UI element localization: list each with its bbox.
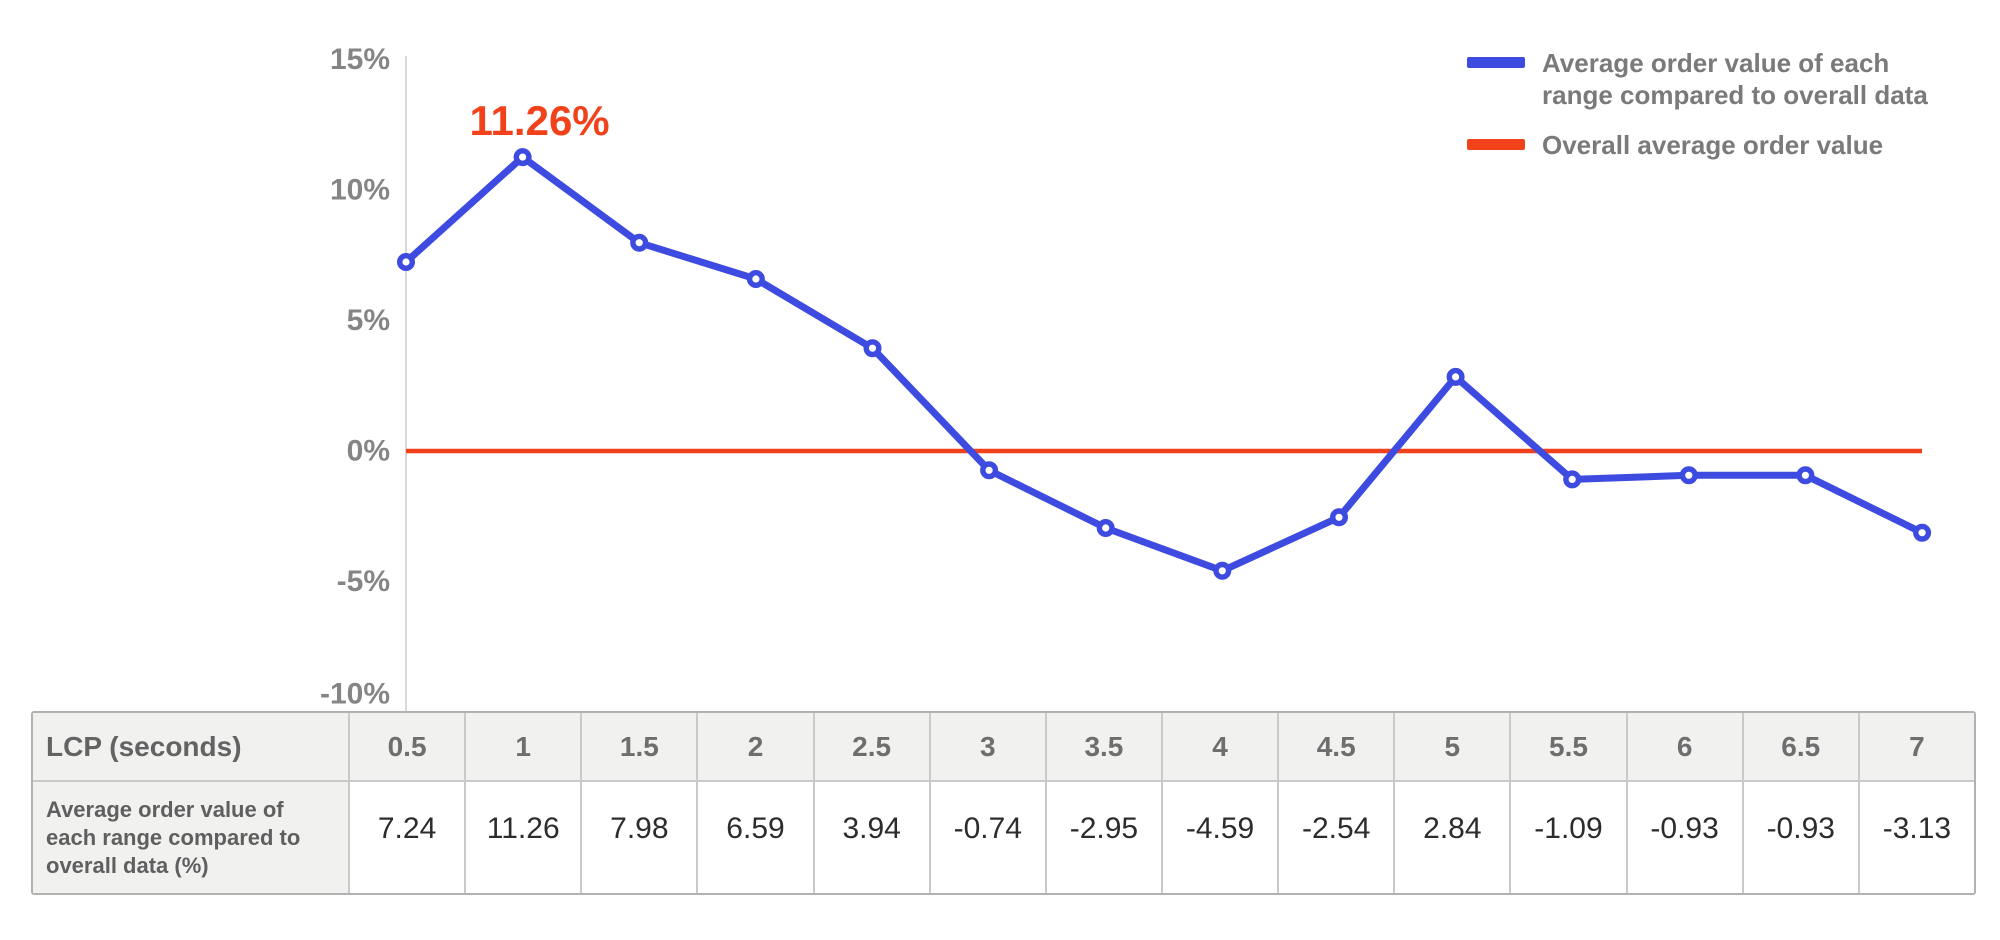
legend-item-overall-average: Overall average order value — [1467, 129, 1954, 161]
table-body-row: Average order value of each range compar… — [33, 782, 1974, 893]
legend-swatch-red — [1467, 139, 1525, 150]
data-point-marker — [980, 461, 999, 480]
table-value-cell: -2.54 — [1279, 782, 1396, 893]
table-value-cell: 3.94 — [815, 782, 931, 893]
data-point-marker — [1446, 367, 1465, 386]
y-tick-label: -5% — [337, 565, 390, 598]
lcp-data-table: LCP (seconds) 0.5 1 1.5 2 2.5 3 3.5 4 4.5 5 5.5 6 6.… — [31, 711, 1976, 895]
chart-legend: Average order value of each range compar… — [1467, 47, 1954, 161]
table-value-cell: -1.09 — [1511, 782, 1628, 893]
table-value-cell: -0.93 — [1628, 782, 1744, 893]
table-header-cell: 0.5 — [350, 713, 467, 780]
data-point-marker — [630, 233, 649, 252]
table-header-cell: 6 — [1628, 713, 1744, 780]
legend-swatch-blue — [1467, 57, 1525, 68]
table-value-cell: -0.74 — [931, 782, 1047, 893]
table-header-cell: 1.5 — [582, 713, 699, 780]
data-point-marker — [1679, 466, 1698, 485]
data-point-marker — [513, 148, 532, 167]
table-header-cell: 5.5 — [1511, 713, 1628, 780]
y-tick-label: 5% — [347, 304, 390, 337]
table-header-cell: 4.5 — [1279, 713, 1396, 780]
table-header-cell: 2.5 — [815, 713, 931, 780]
data-point-marker — [1213, 561, 1232, 580]
legend-item-aov-range: Average order value of each range compar… — [1467, 47, 1954, 111]
y-tick-label: 0% — [347, 435, 390, 468]
table-value-cell: 6.59 — [698, 782, 815, 893]
table-value-cell: -2.95 — [1047, 782, 1163, 893]
table-value-cell: 7.98 — [582, 782, 699, 893]
table-value-cell: -0.93 — [1744, 782, 1860, 893]
data-point-marker — [1096, 519, 1115, 538]
table-value-cell: 11.26 — [466, 782, 583, 893]
table-header-cell: 7 — [1909, 730, 1925, 762]
table-value-cell: -3.13 — [1882, 811, 1952, 845]
aov-range-line — [402, 153, 1926, 575]
table-header-cell: 4 — [1163, 713, 1280, 780]
table-corner-label: LCP (seconds) — [33, 713, 350, 780]
table-value-cell: -4.59 — [1163, 782, 1280, 893]
table-value-cell: 7.24 — [350, 782, 467, 893]
y-tick-label: 15% — [330, 43, 390, 76]
data-point-marker — [746, 270, 765, 289]
y-tick-label: 10% — [330, 174, 390, 207]
table-header-cell: 3 — [931, 713, 1047, 780]
table-header-cell: 3.5 — [1047, 713, 1163, 780]
table-header-row: LCP (seconds) 0.5 1 1.5 2 2.5 3 3.5 4 4.5 5 5.5 6 6.… — [33, 713, 1974, 782]
table-value-cell: 2.84 — [1395, 782, 1512, 893]
data-point-marker — [1796, 466, 1815, 485]
data-point-marker — [1913, 523, 1932, 542]
data-point-marker — [397, 252, 416, 271]
data-point-marker — [1329, 508, 1348, 527]
y-tick-label: -10% — [320, 678, 390, 711]
table-header-cell: 2 — [698, 713, 815, 780]
legend-label-aov-range: Average order value of each range compar… — [1542, 48, 1928, 110]
table-row-label: Average order value of each range compar… — [33, 782, 350, 893]
data-point-marker — [1563, 470, 1582, 489]
data-point-marker — [863, 339, 882, 358]
table-header-cell: 6.5 — [1744, 713, 1860, 780]
table-header-cell: 1 — [466, 713, 583, 780]
line-chart: 15% 10% 5% 0% -5% -10% 11.26% — [320, 43, 1932, 712]
table-header-cell: 5 — [1395, 713, 1512, 780]
legend-label-overall-average: Overall average order value — [1542, 130, 1884, 160]
peak-value-annotation: 11.26% — [470, 97, 610, 144]
